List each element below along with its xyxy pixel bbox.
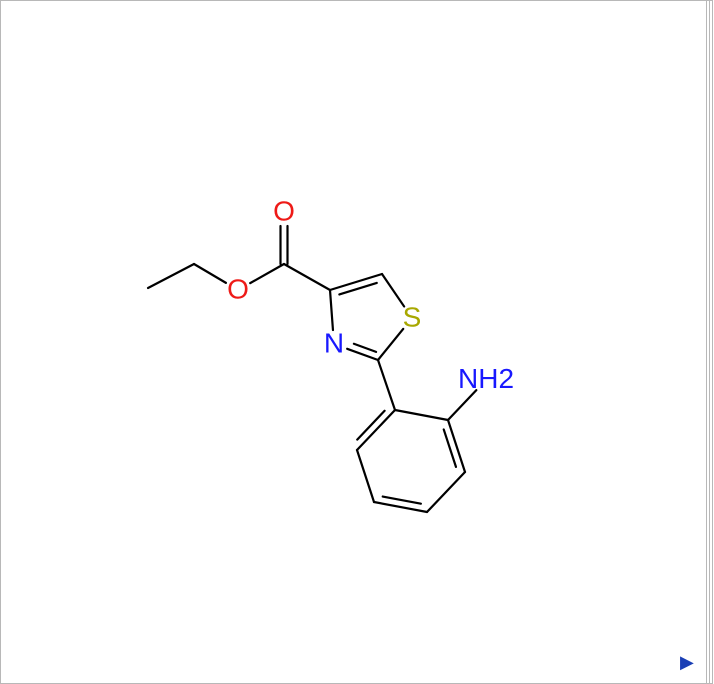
atom-n-label: NH2 [458, 363, 514, 394]
atom-o-label: O [273, 195, 295, 226]
play-icon[interactable]: ▶ [680, 652, 694, 673]
atom-n-label: N [324, 327, 344, 358]
molecule-canvas: O O S N NH2 [0, 0, 714, 684]
atom-s-label: S [403, 301, 422, 332]
atom-o-label: O [227, 273, 249, 304]
